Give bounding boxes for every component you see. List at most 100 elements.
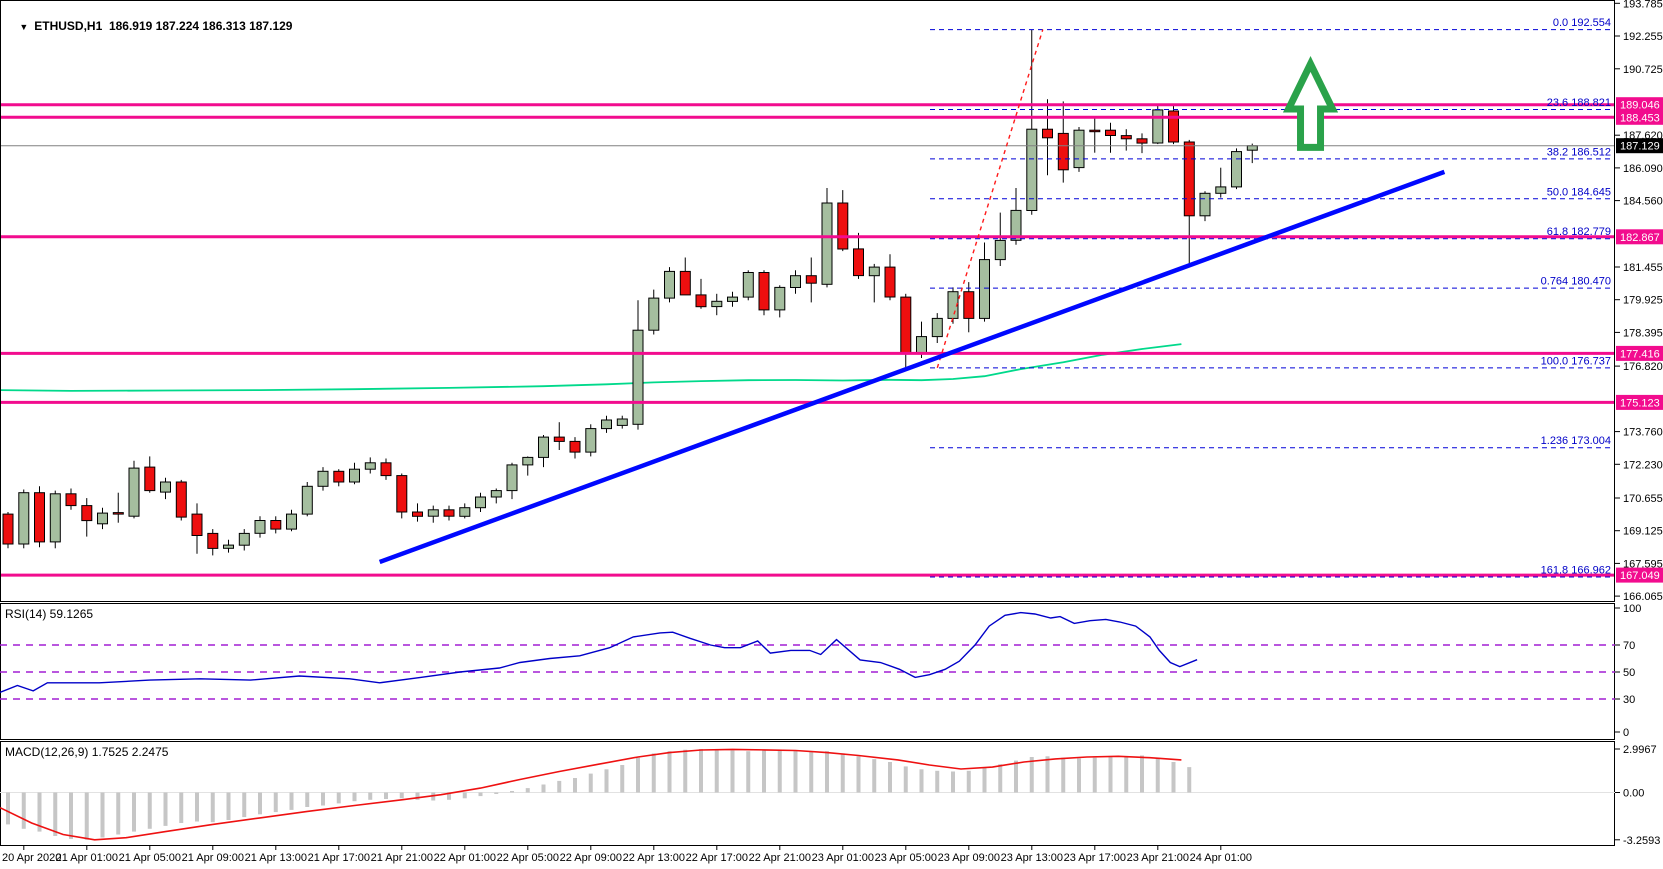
candle-body: [616, 418, 628, 426]
candle-body: [459, 507, 471, 517]
rsi-axis-label: 50: [1623, 667, 1635, 679]
candle-body: [648, 297, 660, 331]
candle-body: [1183, 141, 1195, 217]
candle-body: [538, 436, 549, 458]
candle-body: [49, 493, 61, 543]
candle-body: [742, 272, 754, 298]
price-badge-label: 177.416: [1620, 348, 1660, 360]
candle-body: [349, 468, 360, 483]
candle-body: [286, 513, 297, 530]
moving-average-line: [0, 343, 1182, 392]
candle-body: [695, 294, 707, 308]
candle-body: [65, 493, 77, 507]
candle-body: [916, 336, 927, 354]
candle-body: [837, 202, 849, 250]
candle-body: [18, 492, 30, 545]
candle-body: [774, 286, 786, 311]
time-axis-label: 21 Apr 17:00: [308, 852, 370, 864]
trendline: [378, 169, 1446, 565]
macd-axis-label: -3.2593: [1623, 835, 1660, 847]
time-axis-label: 24 Apr 01:00: [1190, 852, 1252, 864]
candle-body: [1057, 132, 1069, 171]
candle-body: [270, 520, 282, 530]
candle-body: [727, 296, 738, 302]
candle-body: [490, 490, 502, 498]
candle-body: [1089, 129, 1101, 133]
candle-body: [585, 428, 597, 453]
price-axis-label: 170.655: [1623, 493, 1663, 505]
fib-level-label: 0.764 180.470: [1541, 276, 1611, 288]
candle-body: [900, 296, 912, 354]
candle-body: [1120, 135, 1132, 140]
candle-body: [112, 512, 124, 515]
price-axis-label: 166.065: [1623, 591, 1663, 603]
candle-body: [364, 462, 376, 470]
candle-body: [758, 272, 770, 311]
candle-body: [821, 202, 833, 285]
candle-body: [711, 300, 723, 308]
time-axis-label: 21 Apr 09:00: [182, 852, 244, 864]
candle-body: [160, 481, 171, 493]
fib-level-label: 23.6 188.821: [1547, 97, 1611, 109]
price-axis-label: 186.090: [1623, 163, 1663, 175]
candle-body: [569, 440, 581, 453]
candle-body: [207, 532, 219, 549]
price-axis-label: 169.125: [1623, 526, 1663, 538]
price-badge: [1616, 97, 1663, 113]
price-badge: [1616, 345, 1663, 361]
macd-panel-border: [0, 741, 1615, 846]
candle-body: [679, 270, 691, 296]
candle-body: [994, 239, 1006, 261]
candle-body: [1073, 129, 1085, 169]
fib-level-label: 38.2 186.512: [1547, 146, 1611, 158]
symbol-dropdown-icon[interactable]: ▼: [19, 22, 29, 32]
candle-body: [601, 419, 612, 430]
candle-body: [427, 509, 439, 517]
time-axis-label: 22 Apr 01:00: [434, 852, 496, 864]
price-badge-label: 182.867: [1620, 232, 1660, 244]
rsi-axis-label: 30: [1623, 694, 1635, 706]
candle-body: [128, 467, 140, 517]
candle-body: [979, 259, 990, 319]
candle-body: [301, 485, 313, 515]
candle-body: [884, 266, 896, 298]
price-badge: [1616, 229, 1663, 245]
rsi-axis-label: 100: [1623, 603, 1641, 615]
candle-body: [144, 466, 156, 492]
candle-body: [223, 544, 234, 549]
time-axis-label: 22 Apr 21:00: [749, 852, 811, 864]
candle-body: [1042, 128, 1053, 139]
candle-body: [805, 275, 817, 284]
price-badge: [1616, 394, 1663, 410]
candle-body: [443, 509, 455, 517]
candle-body: [175, 481, 187, 518]
candle-body: [412, 511, 423, 517]
price-axis-label: 178.395: [1623, 327, 1663, 339]
candle-body: [97, 512, 108, 525]
price-axis-label: 176.820: [1623, 361, 1663, 373]
candle-body: [475, 496, 486, 509]
time-axis-label: 22 Apr 13:00: [623, 852, 685, 864]
time-axis-label: 21 Apr 21:00: [371, 852, 433, 864]
symbol-label: ETHUSD,H1: [34, 19, 103, 33]
time-axis-label: 23 Apr 13:00: [1001, 852, 1063, 864]
price-badge: [1616, 109, 1663, 125]
candle-body: [2, 513, 14, 545]
price-axis-label: 181.455: [1623, 262, 1663, 274]
price-axis-label: 179.925: [1623, 295, 1663, 307]
candle-body: [506, 464, 518, 492]
ohlc-readout: 186.919 187.224 186.313 187.129: [108, 19, 293, 33]
candle-body: [317, 470, 329, 487]
candle-body: [1246, 145, 1258, 151]
candle-body: [868, 266, 880, 277]
time-axis-label: 22 Apr 17:00: [686, 852, 748, 864]
candle-body: [1199, 192, 1211, 217]
candle-body: [632, 329, 644, 425]
candle-body: [522, 456, 534, 466]
fib-level-label: 0.0 192.554: [1553, 17, 1611, 29]
candle-body: [1231, 151, 1242, 188]
rsi-axis-label: 0: [1623, 727, 1629, 739]
price-badge-label: 175.123: [1620, 397, 1660, 409]
up-arrow-marker: [1282, 55, 1339, 151]
